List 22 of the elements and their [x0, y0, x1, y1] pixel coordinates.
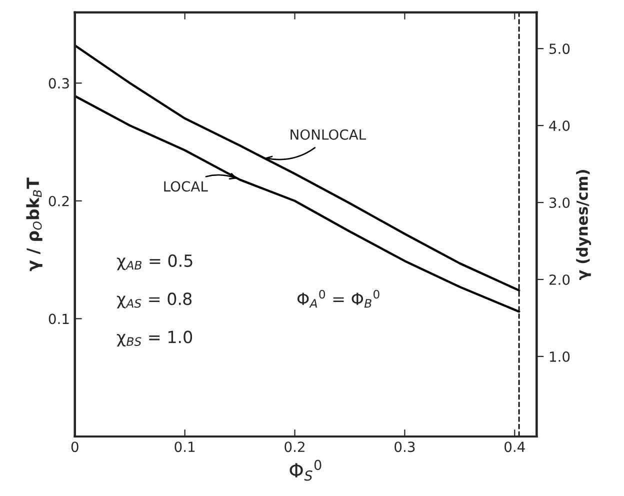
annotation: χ$_{BS}$ = 1.0: [116, 330, 192, 347]
annotation: Φ$_{A}$$^{0}$ = Φ$_{B}$$^{0}$: [297, 290, 380, 308]
x-tick-label: 0.2: [284, 442, 304, 452]
y2-tick-label: 2.0: [549, 274, 570, 285]
y2-axis-title: γ (dynes/cm): [576, 170, 591, 280]
y-tick-label: 0.3: [48, 78, 69, 89]
y-tick-label: 0.2: [48, 196, 69, 206]
annotation: LOCAL: [164, 181, 208, 192]
x-axis-title: Φ$_{S}$$^{0}$: [290, 460, 322, 481]
y2-tick-label: 4.0: [549, 120, 570, 132]
y2-tick-label: 3.0: [550, 197, 570, 208]
x-tick-label: 0.3: [394, 442, 415, 452]
y-tick-label: 0.1: [48, 314, 69, 324]
annotation: χ$_{AB}$ = 0.5: [116, 254, 192, 270]
x-tick-label: 0.4: [504, 442, 525, 452]
annotation: χ$_{AS}$ = 0.8: [116, 292, 192, 308]
x-tick-label: 0: [71, 442, 78, 452]
y2-tick-label: 1.0: [550, 351, 570, 362]
x-tick-label: 0.1: [174, 442, 195, 452]
y2-tick-label: 5.0: [550, 44, 570, 54]
annotation: NONLOCAL: [290, 129, 366, 140]
y-axis-title: γ / ρ$_{O}$bk$_{B}$T: [26, 178, 42, 272]
